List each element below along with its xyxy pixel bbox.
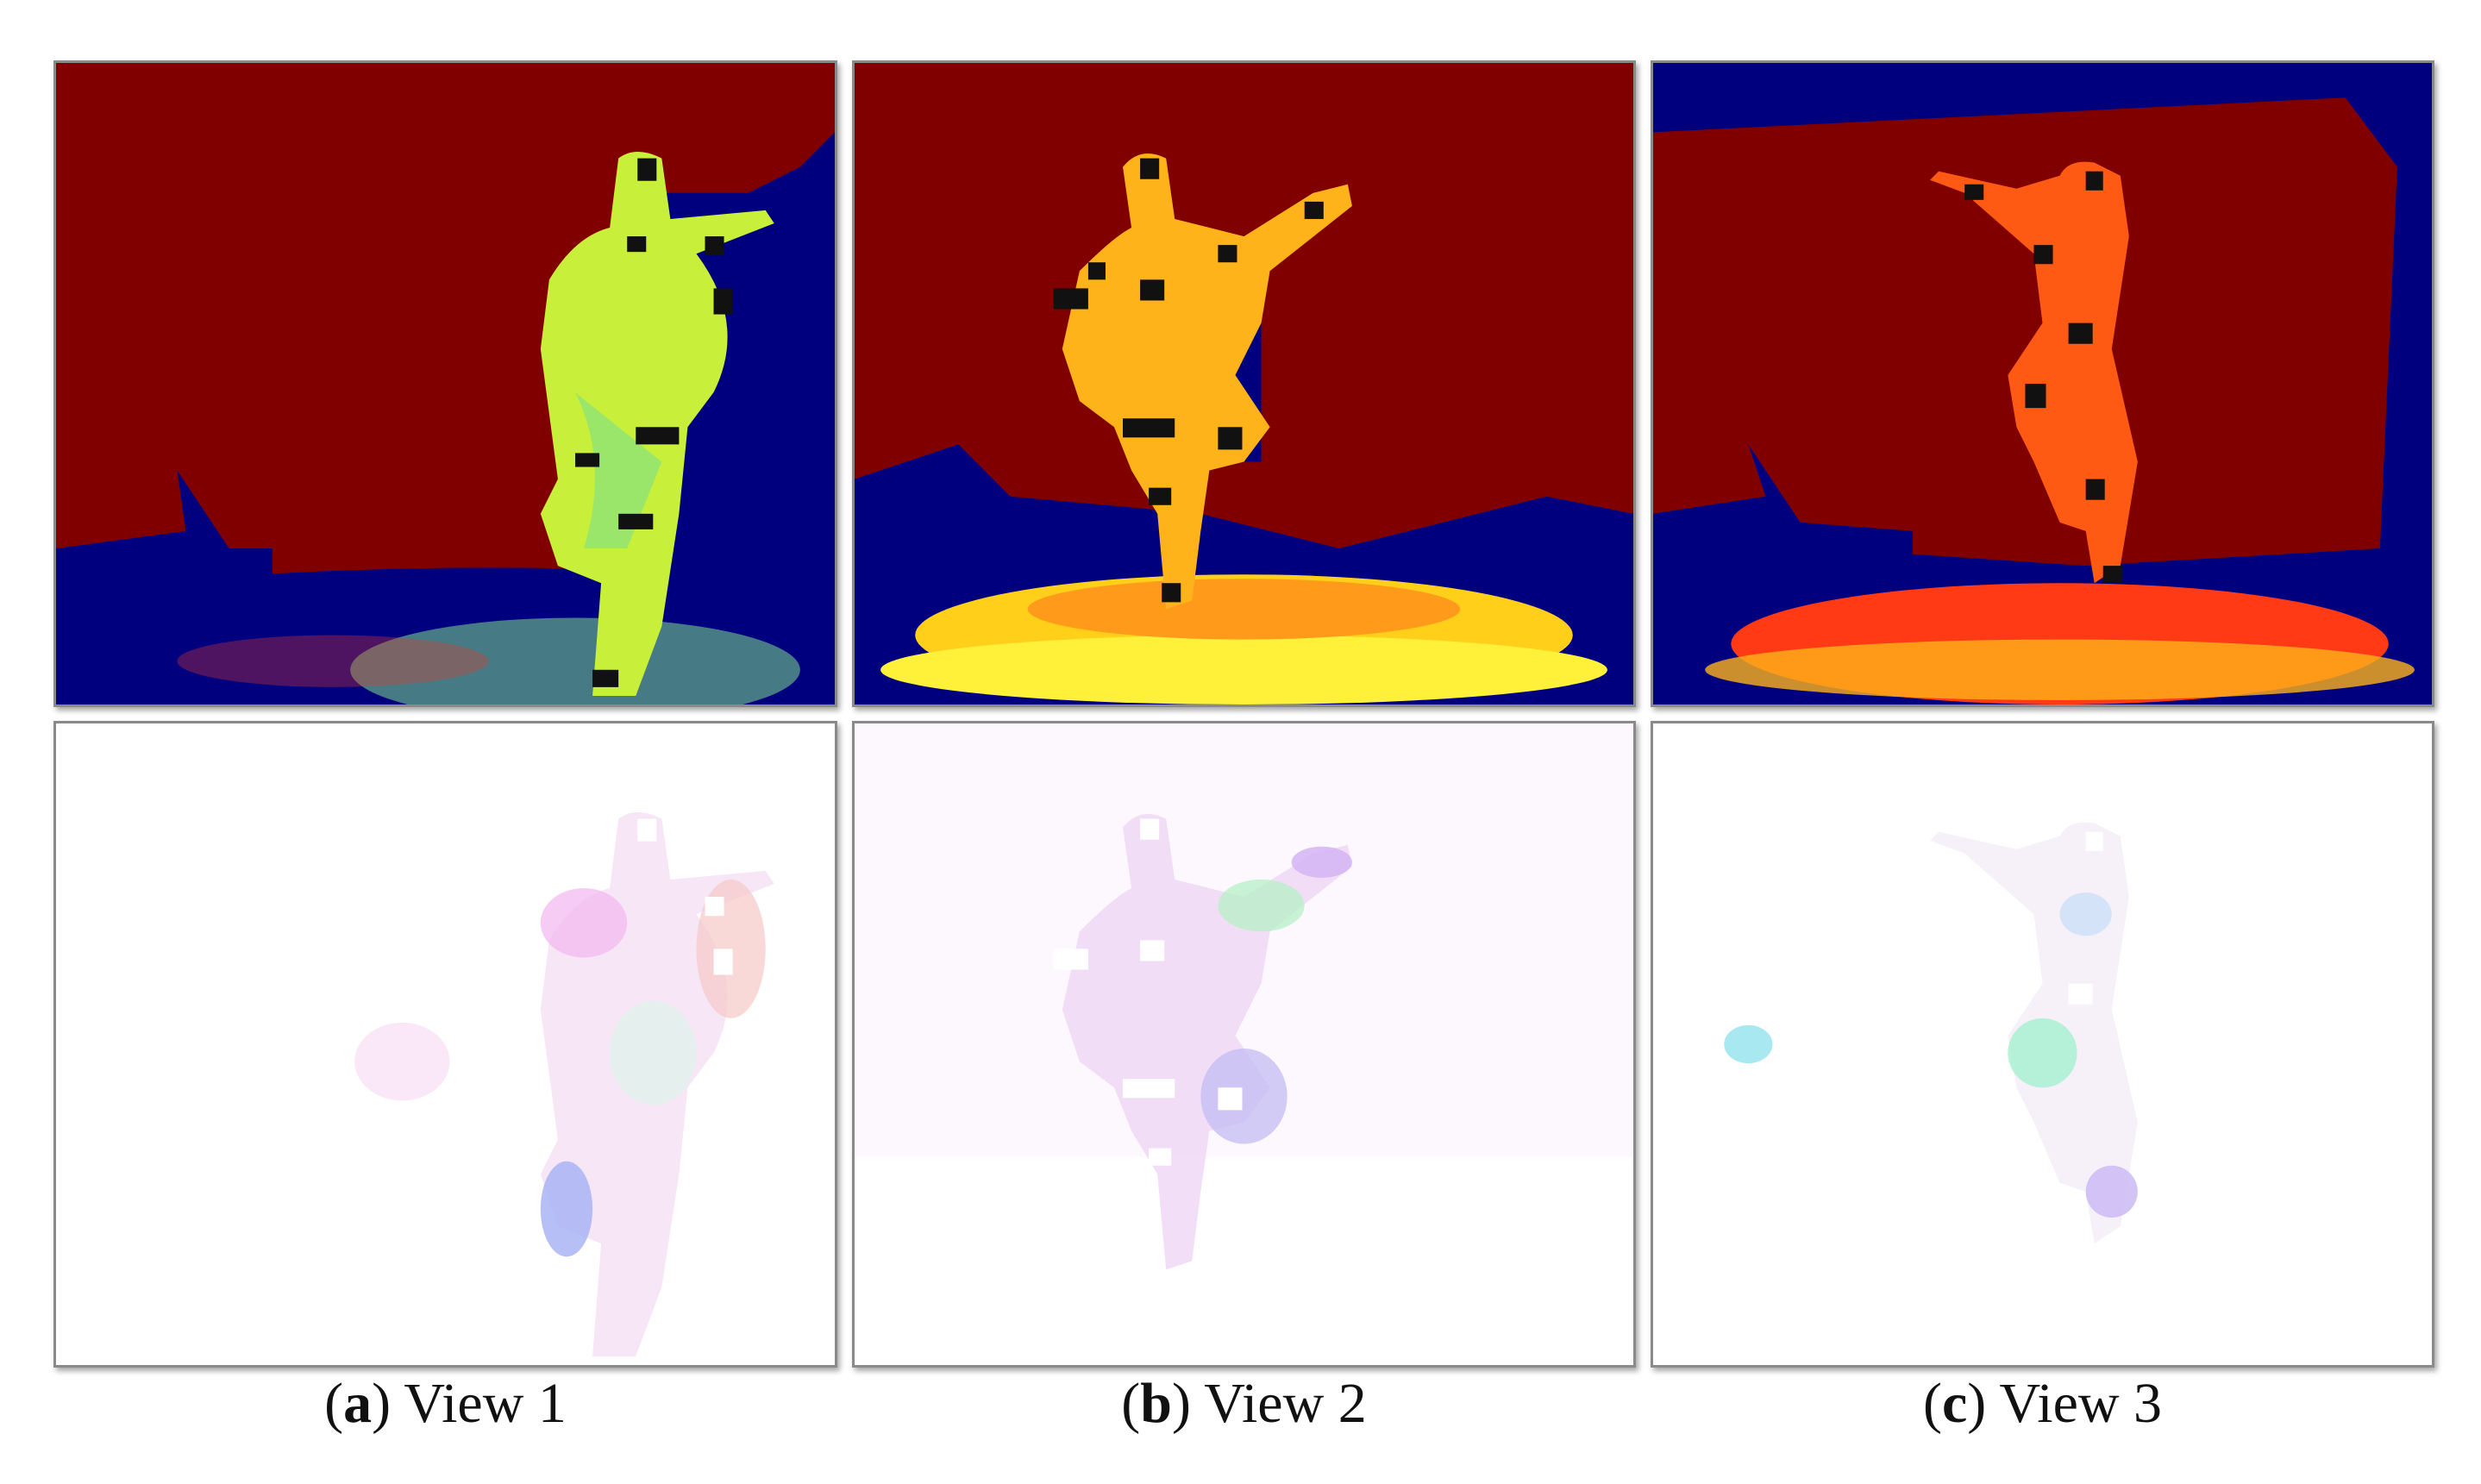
depth-image bbox=[1653, 63, 2432, 704]
flow-map-view-1 bbox=[53, 721, 837, 1368]
caption-letter: b bbox=[1140, 1372, 1172, 1435]
depth-image bbox=[56, 63, 835, 704]
depth-map-view-1 bbox=[53, 60, 837, 707]
flow-map-view-3 bbox=[1651, 721, 2434, 1368]
flow-map-view-2 bbox=[852, 721, 1636, 1368]
flow-image bbox=[1653, 723, 2432, 1365]
caption-letter: c bbox=[1941, 1372, 1968, 1435]
caption-label: View 1 bbox=[404, 1372, 567, 1435]
caption-view-2: (b) View 2 bbox=[1121, 1372, 1367, 1435]
flow-image bbox=[56, 723, 835, 1365]
depth-map-view-2 bbox=[852, 60, 1636, 707]
flow-image bbox=[855, 723, 1633, 1365]
person-silhouette bbox=[1062, 153, 1352, 610]
person-silhouette bbox=[1930, 161, 2138, 584]
caption-label: View 3 bbox=[1999, 1372, 2163, 1435]
caption-label: View 2 bbox=[1204, 1372, 1367, 1435]
person-silhouette bbox=[540, 152, 774, 696]
caption-view-3: (c) View 3 bbox=[1922, 1372, 2163, 1435]
caption-letter: a bbox=[343, 1372, 373, 1435]
caption-view-1: (a) View 1 bbox=[324, 1372, 567, 1435]
depth-image bbox=[855, 63, 1633, 704]
depth-map-view-3 bbox=[1651, 60, 2434, 707]
